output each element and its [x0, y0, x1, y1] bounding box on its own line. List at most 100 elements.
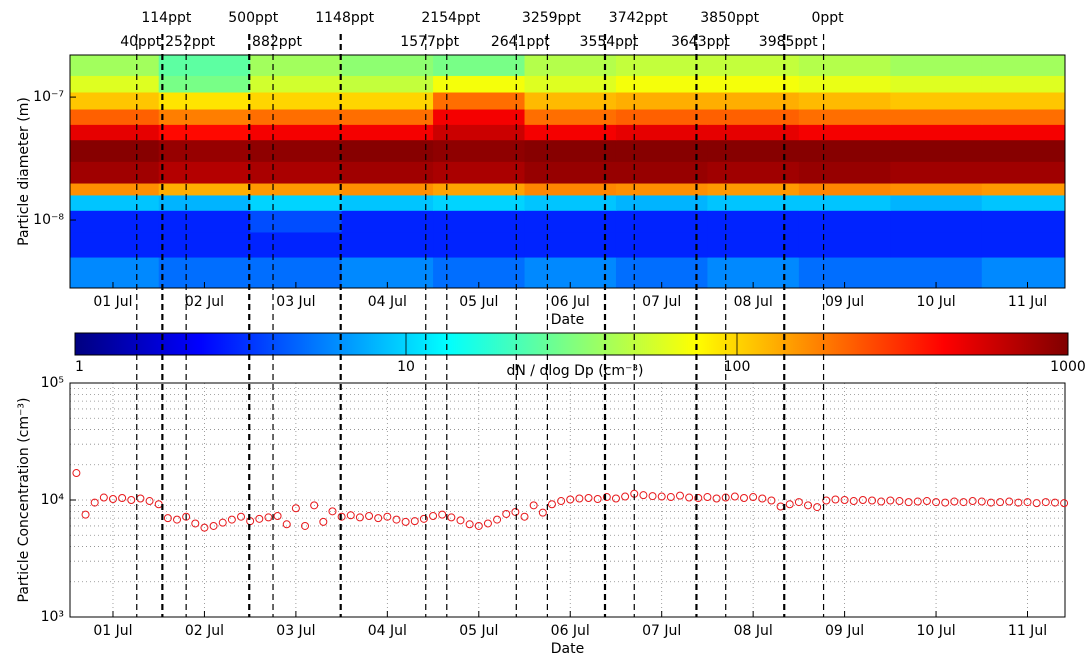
heat-cell [615, 161, 708, 184]
data-point [794, 498, 803, 507]
heat-cell [981, 257, 1066, 289]
heat-cell [70, 92, 160, 110]
data-point [703, 493, 712, 502]
heat-cell [707, 124, 800, 141]
data-point [941, 498, 950, 507]
data-point [392, 515, 401, 524]
data-point [575, 494, 584, 503]
heat-cell [524, 92, 617, 110]
heat-cell [70, 124, 160, 141]
data-point [621, 492, 630, 501]
heat-cell [433, 92, 526, 110]
x-tick-label: 01 Jul [93, 623, 132, 639]
heat-cell [524, 194, 617, 211]
data-point [849, 497, 858, 506]
marker-label: 252ppt [165, 34, 215, 50]
data-point [913, 497, 922, 506]
y-tick-label: 10³ [41, 609, 64, 625]
data-point [831, 495, 840, 504]
colorbar [74, 332, 1069, 356]
data-point [429, 511, 438, 520]
data-point [1023, 498, 1032, 507]
marker-label: 40ppt [120, 34, 162, 50]
x-tick-label: 09 Jul [825, 294, 864, 310]
heat-cell [341, 109, 434, 125]
heat-cell [707, 139, 800, 162]
data-point [145, 497, 154, 506]
heat-cell [158, 231, 251, 258]
data-point [602, 493, 611, 502]
heat-cell [798, 210, 891, 233]
data-point [712, 494, 721, 503]
data-point [108, 494, 117, 503]
scatter-panel: 01 Jul 02 Jul 03 Jul 04 Jul 05 Jul 06 Jul 07 J… [16, 375, 1069, 657]
heat-cell [70, 210, 160, 233]
data-point [365, 511, 374, 520]
data-point [1005, 497, 1014, 506]
data-point [310, 501, 319, 510]
data-point [657, 492, 666, 501]
data-point [749, 493, 758, 502]
heat-cell [158, 161, 251, 184]
x-tick-label: 10 Jul [916, 623, 955, 639]
data-point [127, 496, 136, 504]
data-point [868, 496, 877, 505]
heat-cell [250, 75, 343, 93]
heat-cell [70, 183, 160, 196]
x-tick-label: 06 Jul [551, 623, 590, 639]
heat-cell [341, 139, 434, 162]
heat-cell [341, 183, 434, 196]
y-tick-label: 10⁵ [41, 375, 64, 391]
data-point [383, 512, 392, 521]
x-tick-label: 06 Jul [551, 294, 590, 310]
heat-cell [615, 210, 708, 233]
heat-cell [158, 194, 251, 211]
colorbar-label: dN / dlog Dp (cm⁻³) [506, 363, 643, 379]
data-point [648, 492, 657, 501]
heat-cell [707, 183, 800, 196]
heat-cell [615, 109, 708, 125]
x-tick-label: 02 Jul [185, 294, 224, 310]
heat-cell [524, 124, 617, 141]
data-point [986, 498, 995, 507]
data-point [154, 500, 163, 509]
data-point [1041, 498, 1050, 507]
x-tick-label: 10 Jul [916, 294, 955, 310]
heat-cell [341, 124, 434, 141]
heat-cell [890, 109, 983, 125]
data-point [639, 491, 648, 500]
marker-label: 3742ppt [609, 10, 668, 26]
data-point [419, 514, 428, 523]
heat-cell [615, 75, 708, 93]
annotations: 40ppt 114ppt 252ppt 500ppt 882ppt 1148ppt 1577… [120, 10, 844, 617]
data-point [493, 515, 502, 524]
marker-label: 3554ppt [580, 34, 639, 50]
heat-cell [981, 194, 1066, 211]
heat-cell [798, 124, 891, 141]
data-point [172, 515, 181, 524]
heat-cell [615, 139, 708, 162]
data-point [483, 519, 492, 528]
x-tick-label: 08 Jul [734, 294, 773, 310]
data-point [611, 494, 620, 503]
data-point [538, 508, 547, 517]
data-point [328, 507, 337, 516]
heat-cell [798, 92, 891, 110]
heat-cell [707, 109, 800, 125]
data-point [209, 521, 218, 530]
x-tick-label: 02 Jul [185, 623, 224, 639]
heat-cell [341, 55, 434, 76]
heat-cell [250, 231, 343, 258]
data-point [136, 494, 145, 503]
data-point [346, 511, 355, 520]
data-point [776, 502, 785, 511]
x-tick-label: 04 Jul [368, 623, 407, 639]
heat-cell [433, 75, 526, 93]
x-tick-label: 09 Jul [825, 623, 864, 639]
heat-cell [981, 75, 1066, 93]
data-point [355, 513, 364, 522]
heat-cell [70, 139, 160, 162]
data-point [877, 497, 886, 506]
x-tick-label: 07 Jul [642, 294, 681, 310]
data-point [301, 521, 310, 530]
